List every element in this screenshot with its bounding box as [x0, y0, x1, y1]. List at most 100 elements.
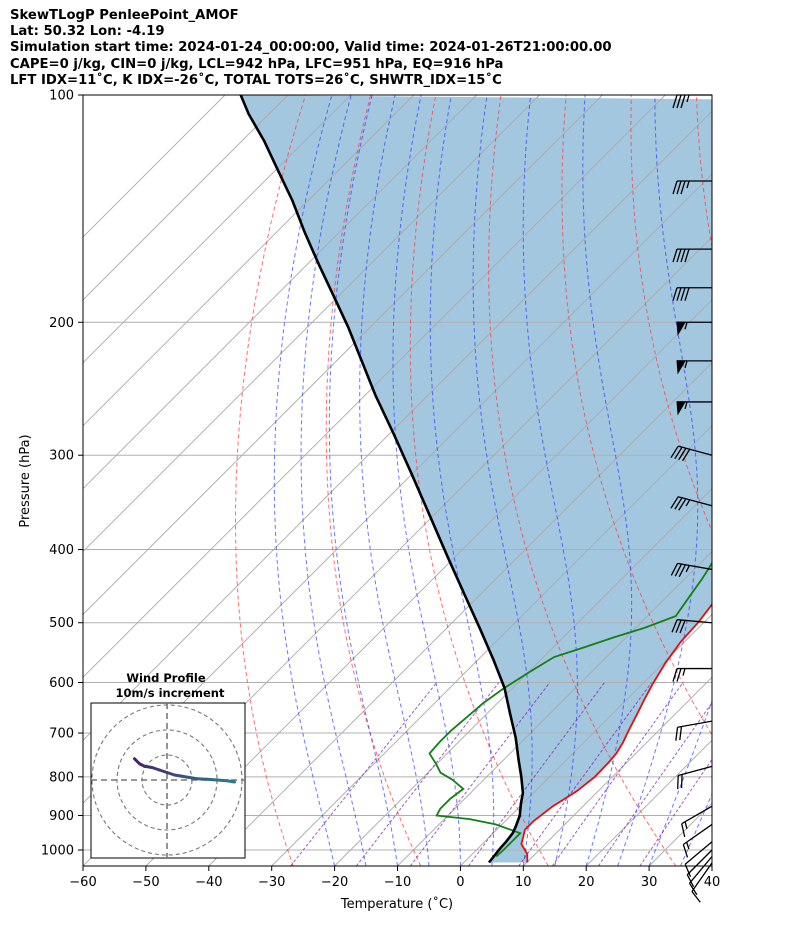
wind-barb: [670, 445, 713, 462]
barb-full: [672, 287, 678, 301]
barb-full: [670, 445, 679, 459]
station-coordinates: Lat: 50.32 Lon: -4.19: [10, 24, 165, 40]
barb-staff: [677, 619, 713, 624]
isotherm: [83, 95, 666, 678]
simulation-times: Simulation start time: 2024-01-24_00:00:…: [10, 40, 612, 56]
isotherm: [271, 425, 712, 866]
wind-barb: [677, 765, 713, 790]
wind-barb: [672, 287, 712, 301]
barb-full: [676, 248, 682, 263]
isotherm: [83, 95, 352, 364]
y-tick-label: 500: [49, 616, 74, 631]
barb-full: [680, 248, 686, 263]
wind-barb: [675, 720, 713, 741]
mixing-ratio-line: [551, 682, 684, 866]
pressure-grid: [83, 95, 712, 851]
barb-full: [680, 287, 686, 301]
barb-flag: [676, 360, 686, 375]
y-tick-label: 100: [49, 89, 74, 104]
moist-adiabat: [522, 95, 578, 866]
mixing-ratio-line: [468, 682, 605, 866]
profile-lines: [239, 95, 712, 864]
isotherm: [460, 613, 712, 866]
inset-title-line2: 10m/s increment: [116, 686, 225, 700]
isotherm: [397, 550, 712, 866]
barb-full: [680, 180, 686, 195]
x-axis-label: Temperature (˚C): [340, 896, 453, 912]
barb-full: [670, 496, 679, 509]
chart-title: SkewTLogP PenleePoint_AMOF: [10, 8, 239, 23]
y-axis-label: Pressure (hPa): [18, 434, 33, 527]
isotherm: [83, 110, 712, 741]
y-tick-label: 400: [49, 543, 74, 558]
barb-full: [670, 563, 679, 576]
dry-adiabat: [235, 95, 306, 866]
dry-adiabat: [409, 95, 549, 866]
barb-full: [672, 94, 678, 109]
barb-half: [685, 565, 690, 573]
moist-adiabat: [359, 95, 430, 866]
mixing-ratio-line: [355, 682, 500, 866]
hodograph-segment: [195, 777, 209, 781]
mixing-ratio-line: [639, 758, 712, 866]
isotherm: [83, 95, 226, 238]
barb-staff: [691, 862, 713, 892]
wind-barb: [672, 180, 712, 195]
barb-full: [676, 180, 682, 195]
barb-full: [674, 563, 683, 577]
wind-barb: [691, 862, 713, 903]
barb-full: [684, 287, 690, 301]
isotherm: [83, 95, 540, 553]
barb-full: [674, 497, 683, 510]
barb-flag: [676, 401, 686, 416]
cape-shaded-area: [240, 95, 712, 863]
cape-region: [240, 95, 712, 863]
barb-full: [679, 620, 686, 634]
moist-adiabat: [273, 95, 336, 866]
mixing-ratio-line: [518, 682, 653, 866]
isotherm: [145, 299, 712, 866]
barb-half: [685, 499, 691, 507]
x-tick-label: 0: [456, 875, 464, 890]
x-tick-label: −60: [69, 875, 96, 890]
barb-staff: [678, 496, 713, 507]
x-tick-label: 40: [704, 875, 721, 890]
dry-adiabat: [488, 95, 677, 866]
y-tick-label: 800: [49, 770, 74, 785]
hodograph-segment: [205, 777, 219, 782]
barb-half: [684, 360, 688, 369]
barb-staff: [677, 720, 713, 728]
moist-adiabat: [648, 699, 712, 866]
axes: −60 −50 −40 −30 −20 −10 0 10 20 30 40 100 200 300 400 5…: [41, 89, 720, 891]
isotherm: [711, 865, 712, 866]
y-tick-label: 200: [49, 316, 74, 331]
parcel-line: [239, 95, 525, 864]
x-tick-label: −30: [258, 875, 285, 890]
barb-full: [691, 891, 701, 903]
wind-barb: [676, 360, 712, 375]
isotherm: [334, 487, 712, 866]
isotherm: [83, 95, 477, 490]
x-tick-label: −20: [321, 875, 348, 890]
barb-half: [684, 401, 688, 410]
barb-full: [684, 248, 690, 263]
y-tick-label: 1000: [41, 844, 74, 859]
moist-adiabat: [472, 95, 533, 866]
x-tick-label: 30: [641, 875, 658, 890]
barb-staff: [678, 765, 713, 777]
dewpoint-line: [428, 561, 712, 858]
barb-full: [672, 668, 678, 682]
barb-staff: [684, 841, 713, 865]
barb-staff: [681, 805, 713, 825]
barb-full: [671, 619, 678, 633]
barb-staff: [686, 849, 713, 876]
y-tick-label: 700: [49, 727, 74, 742]
isotherm: [83, 95, 415, 427]
wind-barb: [676, 401, 712, 416]
barb-full: [680, 94, 686, 109]
x-tick-label: −40: [195, 875, 222, 890]
wind-barb: [672, 667, 712, 682]
hodograph-segment: [215, 778, 229, 783]
stability-indices-2: LFT IDX=11˚C, K IDX=-26˚C, TOTAL TOTS=26…: [10, 72, 502, 88]
wind-barb: [676, 321, 712, 336]
